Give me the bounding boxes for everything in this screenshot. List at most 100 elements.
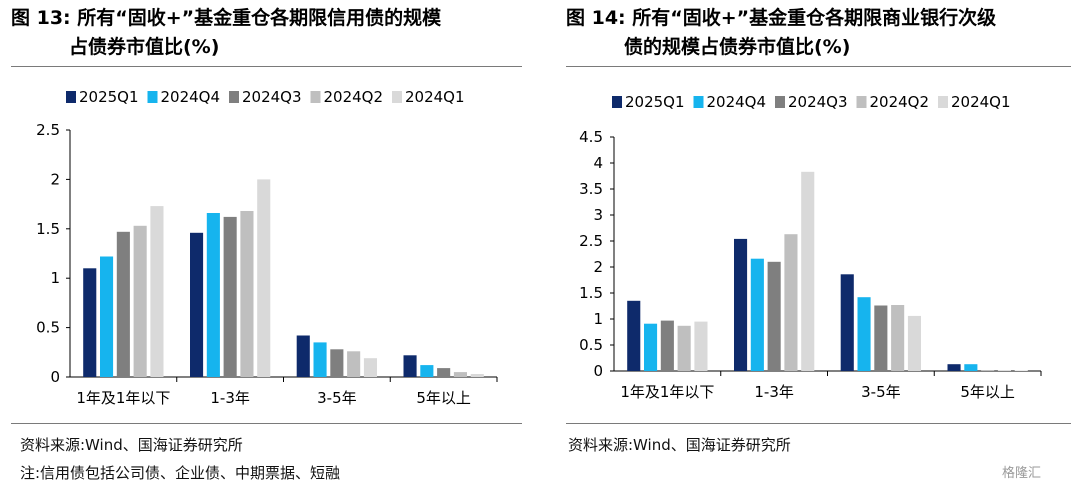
- bar-2024Q3-1: [660, 320, 674, 371]
- bar-2024Q3-1: [116, 231, 130, 377]
- legend-swatch-2024Q4: [693, 96, 704, 108]
- bar-2024Q4-2: [206, 213, 220, 377]
- source-note-left: 资料来源:Wind、国海证券研究所: [20, 436, 243, 454]
- bar-2024Q4-1: [100, 256, 114, 377]
- y-tick-label: 0: [50, 368, 60, 386]
- divider-left-bottom: [11, 423, 522, 424]
- y-tick-label: 3.5: [579, 180, 603, 198]
- x-category-label: 3-5年: [861, 383, 901, 401]
- bar-2024Q3-3: [874, 305, 888, 371]
- bar-2025Q1-2: [734, 238, 748, 371]
- x-category-label: 1年及1年以下: [76, 389, 170, 407]
- bar-2025Q1-4: [947, 364, 961, 371]
- legend-label-2024Q4: 2024Q4: [707, 93, 767, 111]
- bar-2024Q4-1: [644, 323, 658, 371]
- bar-2024Q4-2: [750, 258, 764, 371]
- bar-2024Q1-1: [694, 321, 708, 371]
- legend-swatch-2024Q3: [229, 91, 239, 103]
- bar-2024Q4-3: [313, 342, 327, 377]
- bar-2025Q1-1: [627, 300, 641, 371]
- y-tick-label: 0: [593, 362, 603, 380]
- chart-title-left-line2: 占债券市值比(%): [69, 36, 220, 58]
- bar-2025Q1-3: [296, 335, 310, 377]
- legend-swatch-2025Q1: [66, 91, 76, 103]
- bar-2024Q1-3: [907, 315, 921, 371]
- bar-2025Q1-2: [190, 232, 204, 377]
- bar-2024Q4-3: [857, 297, 871, 371]
- legend-label-2024Q4: 2024Q4: [161, 88, 221, 106]
- y-tick-label: 0.5: [579, 336, 603, 354]
- bar-2024Q1-4: [1014, 370, 1028, 371]
- legend-label-2024Q1: 2024Q1: [405, 88, 465, 106]
- bar-2025Q1-4: [403, 355, 417, 377]
- bar-2024Q2-2: [240, 211, 254, 377]
- y-tick-label: 1: [50, 269, 60, 287]
- legend-swatch-2024Q4: [147, 91, 158, 103]
- legend-swatch-2024Q1: [938, 96, 948, 108]
- bar-2024Q1-4: [470, 374, 484, 377]
- divider-left-top: [11, 66, 522, 67]
- chart-title-right-line2: 债的规模占债券市值比(%): [624, 36, 851, 58]
- legend-swatch-2024Q1: [392, 91, 402, 103]
- y-tick-label: 2: [593, 258, 603, 276]
- bar-2024Q2-3: [891, 305, 905, 371]
- chart-title-right: 图 14: 所有“固收+”基金重仓各期限商业银行次级 债的规模占债券市值比(%): [566, 4, 1076, 62]
- footnote-left: 注:信用债包括公司债、企业债、中期票据、短融: [20, 464, 341, 482]
- legend-label-2024Q2: 2024Q2: [870, 93, 930, 111]
- chart-title-right-line1: 图 14: 所有“固收+”基金重仓各期限商业银行次级: [566, 7, 997, 29]
- bar-2024Q2-1: [133, 225, 147, 377]
- legend-swatch-2024Q2: [856, 96, 867, 108]
- y-tick-label: 1.5: [36, 220, 60, 238]
- bar-2024Q2-4: [453, 372, 467, 377]
- watermark-logo: 格隆汇: [1002, 466, 1042, 481]
- bar-2024Q2-2: [784, 234, 798, 371]
- y-tick-label: 1: [593, 310, 603, 328]
- legend-swatch-2024Q2: [310, 91, 321, 103]
- chart-title-left-line1: 图 13: 所有“固收+”基金重仓各期限信用债的规模: [11, 7, 442, 29]
- x-category-label: 3-5年: [317, 389, 357, 407]
- x-category-label: 5年以上: [416, 389, 471, 407]
- divider-right-bottom: [566, 423, 1071, 424]
- bar-2024Q4-4: [420, 365, 434, 377]
- x-category-label: 1年及1年以下: [620, 383, 714, 401]
- bar-2024Q3-4: [437, 368, 451, 377]
- legend-label-2024Q3: 2024Q3: [788, 93, 848, 111]
- y-tick-label: 4: [593, 154, 603, 172]
- bar-2024Q3-4: [981, 370, 995, 371]
- bar-2024Q2-3: [347, 351, 361, 377]
- x-category-label: 1-3年: [210, 389, 250, 407]
- bar-2025Q1-1: [83, 268, 97, 377]
- y-tick-label: 0.5: [36, 319, 60, 337]
- bar-2024Q1-3: [363, 358, 377, 377]
- y-tick-label: 2.5: [579, 232, 603, 250]
- legend-label-2025Q1: 2025Q1: [79, 88, 139, 106]
- y-tick-label: 3: [593, 206, 603, 224]
- y-tick-label: 1.5: [579, 284, 603, 302]
- bar-2024Q3-2: [767, 261, 781, 371]
- legend-label-2024Q2: 2024Q2: [324, 88, 384, 106]
- bar-2024Q1-1: [150, 206, 164, 377]
- y-tick-label: 2.5: [36, 121, 60, 139]
- bar-2024Q2-1: [677, 325, 691, 371]
- chart-title-left: 图 13: 所有“固收+”基金重仓各期限信用债的规模 占债券市值比(%): [11, 4, 531, 62]
- x-category-label: 1-3年: [754, 383, 794, 401]
- divider-right-top: [566, 66, 1071, 67]
- legend-label-2024Q3: 2024Q3: [242, 88, 302, 106]
- source-note-right: 资料来源:Wind、国海证券研究所: [568, 436, 791, 454]
- bar-2025Q1-3: [840, 274, 854, 371]
- y-tick-label: 4.5: [579, 128, 603, 146]
- x-category-label: 5年以上: [960, 383, 1015, 401]
- bar-2024Q3-3: [330, 349, 344, 377]
- legend-label-2025Q1: 2025Q1: [625, 93, 685, 111]
- bar-2024Q2-4: [997, 370, 1011, 371]
- chart-2: 2025Q1 2024Q4 2024Q3 2024Q2 2024Q1 0 0.5 1 1.5 2 2…: [579, 93, 1042, 401]
- y-tick-label: 2: [50, 170, 60, 188]
- bar-2024Q1-2: [257, 179, 271, 377]
- bar-2024Q4-4: [964, 364, 978, 371]
- bar-2024Q3-2: [223, 216, 237, 377]
- legend-swatch-2025Q1: [612, 96, 622, 108]
- legend-label-2024Q1: 2024Q1: [951, 93, 1011, 111]
- bar-2024Q1-2: [801, 171, 815, 371]
- chart-1: 2025Q1 2024Q4 2024Q3 2024Q2 2024Q1 0 0.5 1 1.5 2 2…: [36, 88, 498, 407]
